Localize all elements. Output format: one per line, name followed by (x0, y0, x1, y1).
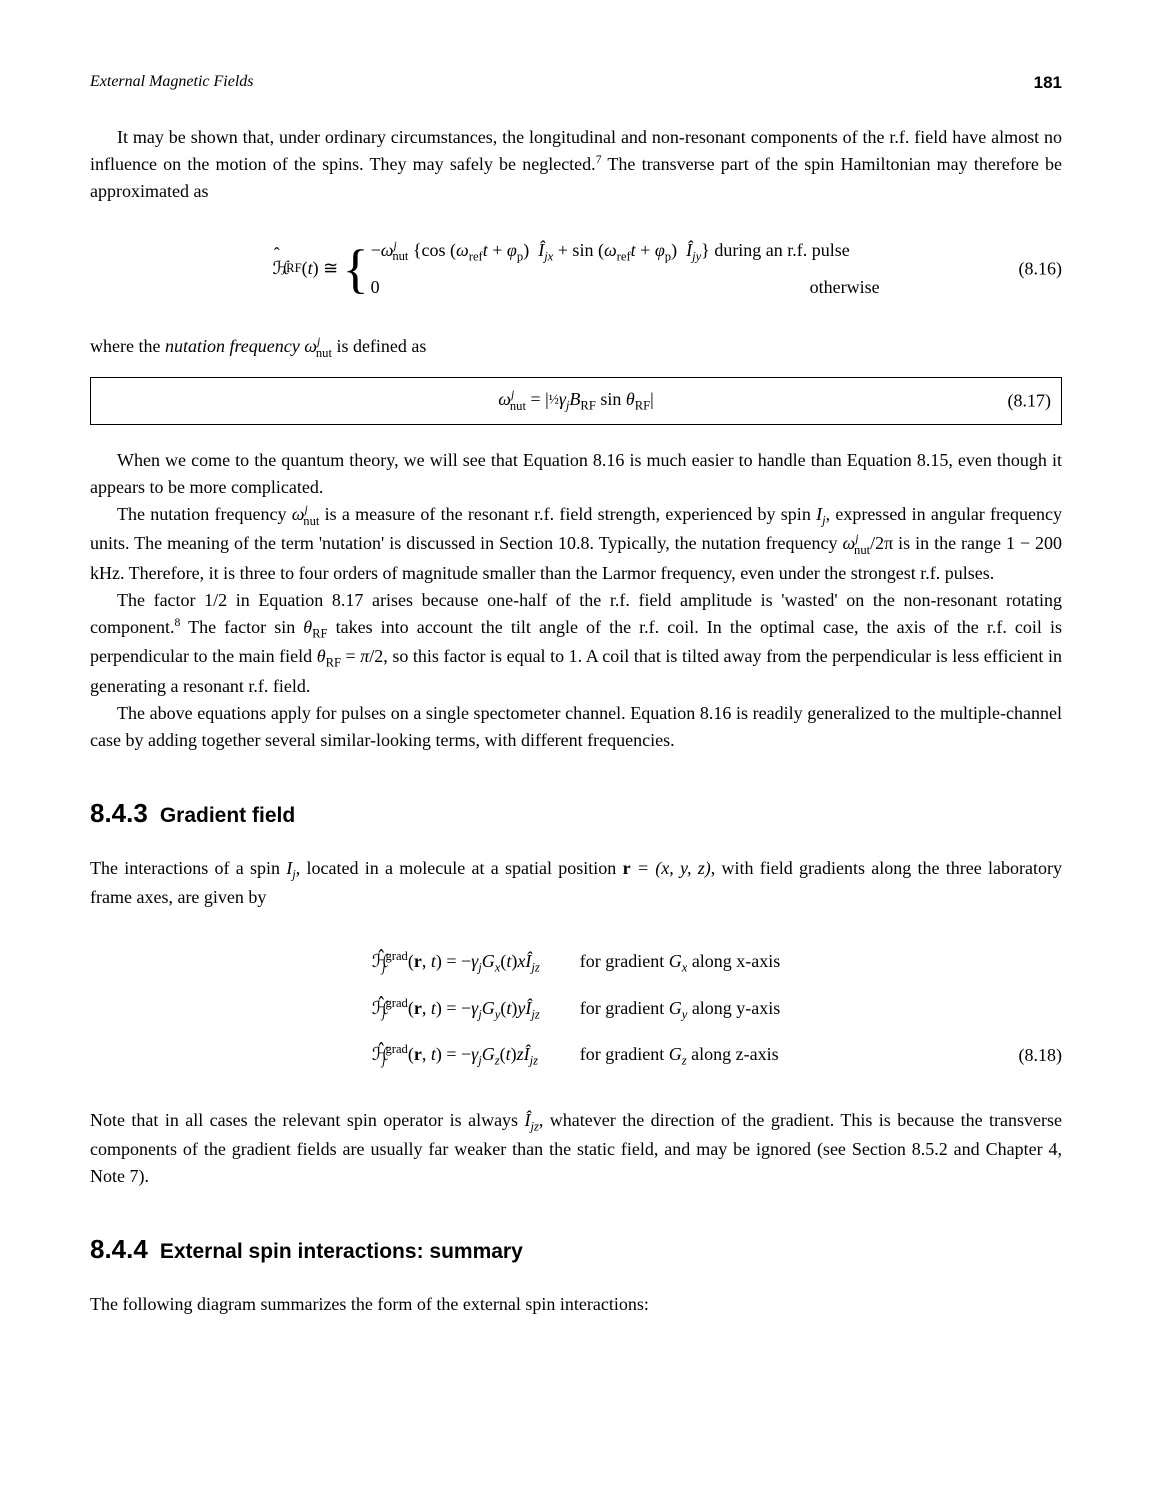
para7a: The interactions of a spin (90, 858, 286, 878)
section-number-843: 8.4.3 (90, 798, 148, 828)
eq-number-817: (8.17) (1008, 388, 1052, 415)
paragraph-6: The above equations apply for pulses on … (90, 700, 1062, 754)
eq-number-816: (8.16) (1019, 255, 1063, 282)
section-title-843: Gradient field (160, 804, 295, 827)
para2-post: is defined as (332, 336, 426, 356)
para2-em: nutation frequency (165, 336, 300, 356)
section-8-4-3-heading: 8.4.3 Gradient field (90, 794, 1062, 833)
paragraph-1: It may be shown that, under ordinary cir… (90, 124, 1062, 205)
section-number-844: 8.4.4 (90, 1234, 148, 1264)
eq-number-818: (8.18) (1019, 1042, 1063, 1069)
equation-8-17-box: ωjnut = |½γjBRF sin θRF| (8.17) (90, 377, 1062, 424)
paragraph-4: The nutation frequency ωjnut is a measur… (90, 501, 1062, 587)
eq816-case2: 0 (371, 277, 380, 297)
para4b: is a measure of the resonant r.f. field … (319, 504, 816, 524)
eq816-case1-label: during an r.f. pulse (710, 240, 850, 260)
two-pi: /2π (870, 533, 893, 553)
paragraph-5: The factor 1/2 in Equation 8.17 arises b… (90, 587, 1062, 700)
grad-label-x: for gradient (580, 951, 669, 971)
section-title-844: External spin interactions: summary (160, 1240, 523, 1263)
page-number: 181 (1034, 70, 1062, 96)
paragraph-3: When we come to the quantum theory, we w… (90, 447, 1062, 501)
chapter-title: External Magnetic Fields (90, 70, 254, 96)
para7b: , located in a molecule at a spatial pos… (296, 858, 623, 878)
eq818-z-desc: along z-axis (687, 1044, 779, 1064)
grad-label-y: for gradient (580, 998, 669, 1018)
para8a: Note that in all cases the relevant spin… (90, 1110, 524, 1130)
grad-label-z: for gradient (580, 1044, 669, 1064)
para2-pre: where the (90, 336, 165, 356)
para4a: The nutation frequency (117, 504, 292, 524)
paragraph-7: The interactions of a spin Ij, located i… (90, 855, 1062, 911)
paragraph-9: The following diagram summarizes the for… (90, 1291, 1062, 1318)
paragraph-8: Note that in all cases the relevant spin… (90, 1107, 1062, 1190)
section-8-4-4-heading: 8.4.4 External spin interactions: summary (90, 1230, 1062, 1269)
xyz-text: = (x, y, z) (631, 858, 711, 878)
eq818-y-desc: along y-axis (687, 998, 780, 1018)
footnote-ref-7: 7 (596, 153, 602, 166)
eq816-case2-label: otherwise (810, 277, 880, 297)
equation-8-16: ℋ̂jRF(t) ≅ { −ωjnut {cos (ωreft + φp) Îj… (90, 233, 1062, 305)
equation-8-18: ℋ̂jgrad(r, t) = −γjGx(t)xÎjz for gradien… (90, 939, 1062, 1078)
eq818-x-desc: along x-axis (687, 951, 780, 971)
paragraph-2: where the nutation frequency ωjnut is de… (90, 333, 1062, 362)
para5b: The factor sin (180, 617, 303, 637)
